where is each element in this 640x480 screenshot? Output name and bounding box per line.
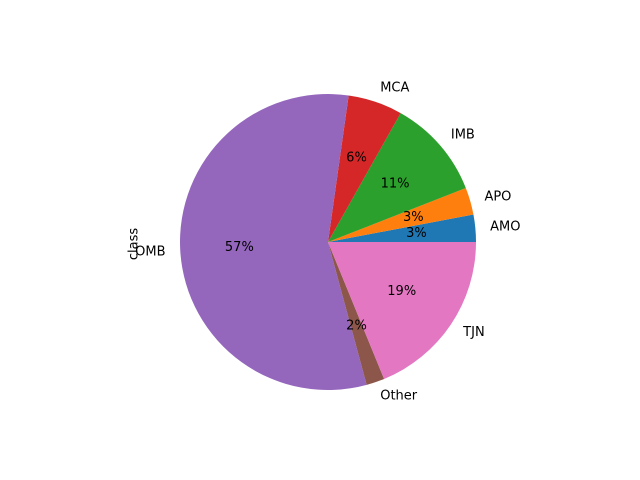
slice-label-mca: MCA: [380, 80, 409, 95]
slice-label-omb: OMB: [135, 245, 165, 260]
slice-pct-omb: 57%: [225, 240, 254, 255]
slice-pct-tjn: 19%: [387, 284, 416, 299]
pie-slice-imb: [328, 113, 466, 242]
slice-label-amo: AMO: [490, 219, 520, 234]
pie-slice-omb: [180, 94, 367, 390]
slice-pct-mca: 6%: [346, 150, 367, 165]
slice-label-imb: IMB: [451, 128, 475, 143]
slice-pct-amo: 3%: [406, 226, 427, 241]
pie-slices: [180, 94, 476, 390]
slice-label-tjn: TJN: [462, 325, 485, 340]
pie-slice-mca: [328, 95, 401, 243]
slice-label-other: Other: [380, 389, 418, 404]
pie-slice-apo: [328, 188, 474, 242]
pie-slice-tjn: [328, 242, 476, 379]
slice-pct-other: 2%: [346, 319, 367, 334]
pie-labels: AMO 3% APO 3% IMB 11% MCA 6% OMB 57% Other 2% TJN 19%: [135, 80, 520, 403]
y-axis-label: class: [127, 228, 142, 260]
slice-pct-apo: 3%: [403, 210, 424, 225]
slice-pct-imb: 11%: [381, 176, 410, 191]
pie-slice-amo: [328, 214, 476, 242]
slice-label-apo: APO: [484, 190, 511, 205]
pie-slice-other: [328, 242, 385, 385]
